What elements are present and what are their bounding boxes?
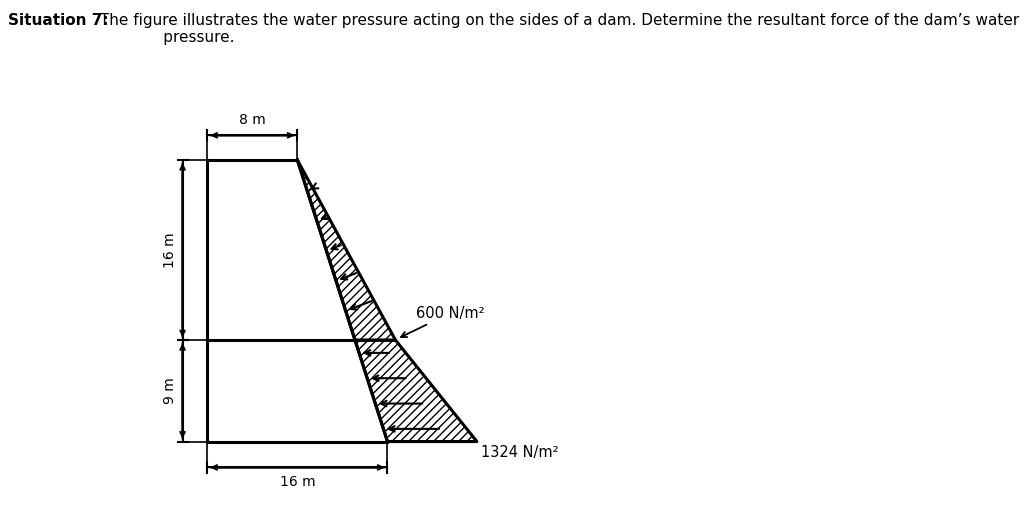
Text: Situation 7:: Situation 7: xyxy=(8,13,109,28)
Text: 8 m: 8 m xyxy=(239,113,266,128)
Text: 16 m: 16 m xyxy=(163,232,176,268)
Text: 600 N/m²: 600 N/m² xyxy=(401,306,484,337)
Text: 1324 N/m²: 1324 N/m² xyxy=(481,445,559,460)
Text: 9 m: 9 m xyxy=(163,377,176,404)
Text: 16 m: 16 m xyxy=(280,475,315,489)
Text: The figure illustrates the water pressure acting on the sides of a dam. Determin: The figure illustrates the water pressur… xyxy=(95,13,1020,45)
